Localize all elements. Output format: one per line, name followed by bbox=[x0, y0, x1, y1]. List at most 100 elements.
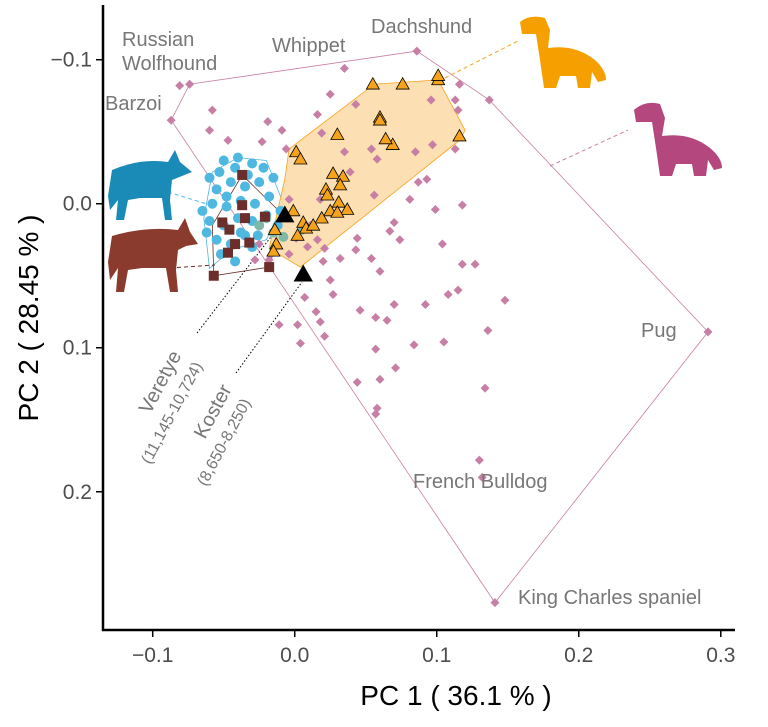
point-series-1-0 bbox=[218, 155, 229, 166]
point-series-0-67 bbox=[474, 455, 484, 465]
point-series-0-70 bbox=[382, 315, 392, 325]
dog-pink-connector bbox=[549, 129, 629, 167]
point-series-1-25 bbox=[230, 256, 241, 267]
point-series-0-58 bbox=[320, 331, 330, 341]
point-series-1-35 bbox=[214, 167, 225, 178]
label-french-bulldog: French Bulldog bbox=[413, 471, 548, 493]
point-series-0-52 bbox=[443, 289, 453, 299]
point-series-0-77 bbox=[405, 194, 415, 204]
label-king-charles-spaniel: King Charles spaniel bbox=[518, 587, 701, 609]
point-series-0-26 bbox=[410, 147, 420, 157]
y-axis-title: PC 2 ( 28.45 % ) bbox=[13, 215, 44, 422]
point-series-1-8 bbox=[254, 177, 265, 188]
point-series-2-4 bbox=[254, 220, 265, 231]
wolf-brown-icon bbox=[108, 218, 198, 292]
point-series-0-23 bbox=[366, 144, 376, 154]
point-series-3-6 bbox=[222, 247, 233, 258]
label-russian: Russian bbox=[122, 29, 194, 51]
point-series-0-43 bbox=[325, 275, 335, 285]
point-series-4-18 bbox=[340, 202, 355, 215]
point-series-0-30 bbox=[413, 177, 423, 187]
point-series-0-12 bbox=[207, 105, 217, 115]
label-whippet: Whippet bbox=[272, 35, 346, 57]
point-series-0-64 bbox=[391, 363, 401, 373]
point-series-4-4 bbox=[452, 128, 467, 142]
point-series-0-85 bbox=[284, 194, 294, 204]
point-series-0-82 bbox=[284, 249, 294, 259]
point-series-0-74 bbox=[352, 233, 362, 243]
point-series-0-17 bbox=[281, 144, 291, 154]
label-barzoi: Barzoi bbox=[105, 93, 162, 115]
point-series-0-25 bbox=[372, 154, 382, 164]
point-series-1-32 bbox=[221, 191, 232, 202]
point-series-0-47 bbox=[328, 289, 338, 299]
point-series-0-76 bbox=[395, 235, 405, 245]
point-series-0-65 bbox=[409, 340, 419, 350]
point-series-0-51 bbox=[420, 300, 430, 310]
point-series-0-84 bbox=[312, 235, 322, 245]
point-series-3-9 bbox=[224, 224, 235, 235]
connector-lines bbox=[167, 39, 629, 374]
point-series-0-41 bbox=[351, 245, 361, 255]
point-series-0-8 bbox=[454, 79, 464, 89]
point-series-4-3 bbox=[430, 68, 446, 81]
dog-pink-icon bbox=[634, 102, 722, 176]
point-series-0-39 bbox=[320, 243, 330, 253]
point-series-4-11 bbox=[293, 151, 308, 165]
point-series-0-2 bbox=[175, 81, 185, 91]
point-series-0-15 bbox=[277, 125, 287, 135]
y-tick-label: −0.1 bbox=[51, 49, 92, 72]
point-series-0-71 bbox=[295, 338, 305, 348]
point-series-0-24 bbox=[345, 167, 355, 177]
point-series-5-0 bbox=[275, 205, 295, 223]
point-series-0-33 bbox=[453, 285, 463, 295]
point-series-4-26 bbox=[267, 222, 283, 235]
point-series-1-15 bbox=[204, 216, 215, 227]
point-series-4-21 bbox=[314, 210, 329, 224]
y-tick-label: 0.1 bbox=[63, 337, 92, 360]
point-series-0-45 bbox=[311, 307, 321, 317]
point-series-0-79 bbox=[389, 217, 399, 227]
point-series-0-27 bbox=[427, 140, 437, 150]
point-series-5-1 bbox=[293, 264, 313, 282]
dog-orange-icon bbox=[520, 16, 606, 89]
point-series-0-48 bbox=[355, 305, 365, 315]
point-series-0-36 bbox=[369, 190, 379, 200]
point-series-4-6 bbox=[372, 112, 388, 126]
point-series-0-87 bbox=[318, 256, 328, 266]
point-series-0-13 bbox=[223, 135, 233, 145]
point-series-0-56 bbox=[274, 320, 284, 330]
koster-pointer bbox=[235, 281, 303, 374]
wolf-brown-connector bbox=[169, 264, 216, 269]
point-series-0-68 bbox=[480, 383, 490, 393]
point-series-0-75 bbox=[385, 226, 395, 236]
point-series-0-22 bbox=[339, 147, 349, 157]
point-series-1-3 bbox=[258, 162, 269, 173]
point-series-3-7 bbox=[244, 237, 255, 248]
wolf-blue-icon bbox=[108, 150, 192, 220]
wolf-blue-connector bbox=[167, 191, 211, 206]
point-series-1-23 bbox=[201, 227, 212, 238]
point-series-0-16 bbox=[257, 137, 267, 147]
point-series-3-3 bbox=[208, 270, 219, 281]
point-series-1-20 bbox=[211, 234, 222, 245]
point-series-0-49 bbox=[371, 313, 381, 322]
point-series-0-34 bbox=[437, 239, 447, 249]
point-series-1-33 bbox=[235, 227, 246, 238]
x-tick-label: 0.1 bbox=[422, 644, 451, 667]
point-series-4-24 bbox=[306, 218, 321, 231]
point-series-4-28 bbox=[266, 243, 281, 257]
point-series-4-29 bbox=[286, 203, 301, 217]
point-series-0-19 bbox=[325, 89, 335, 99]
point-series-3-0 bbox=[237, 169, 248, 180]
point-series-0-4 bbox=[484, 95, 494, 105]
point-series-0-44 bbox=[300, 292, 310, 302]
point-series-4-1 bbox=[395, 76, 410, 90]
point-series-1-2 bbox=[247, 158, 258, 169]
point-series-0-42 bbox=[366, 253, 376, 263]
point-series-0-32 bbox=[457, 259, 467, 269]
point-series-0-86 bbox=[303, 242, 313, 252]
point-series-0-57 bbox=[293, 320, 303, 330]
point-series-0-53 bbox=[500, 295, 510, 305]
